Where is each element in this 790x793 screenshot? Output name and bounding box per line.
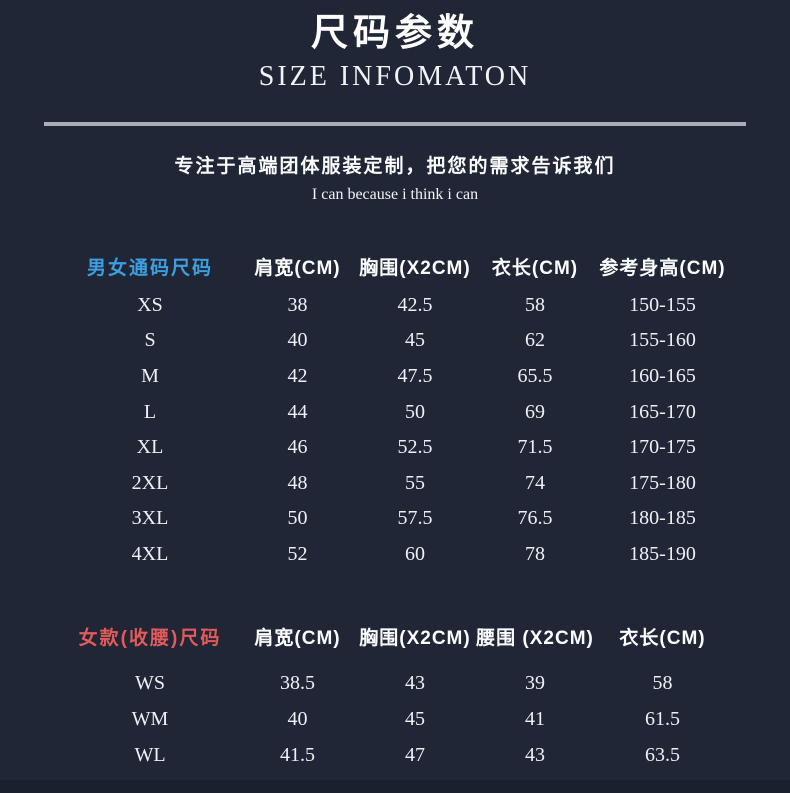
chest-value: 45	[405, 707, 425, 730]
column-header-chest: 胸围(X2CM)	[359, 627, 471, 649]
shoulder-value: 48	[287, 471, 308, 494]
size-row-wl: WL 41.5 47 43 63.5	[60, 737, 730, 773]
chest-value: 47	[405, 743, 425, 766]
length-value: 76.5	[517, 507, 553, 530]
size-row-wm: WM 40 45 41 61.5	[60, 701, 730, 737]
chest-value: 42.5	[397, 293, 433, 316]
size-row-ws: WS 38.5 43 39 58	[60, 665, 730, 701]
size-row-3xl: 3XL 50 57.5 76.5 180-185	[60, 501, 730, 537]
shoulder-value: 40	[287, 329, 308, 352]
column-header-shoulder: 肩宽(CM)	[254, 627, 341, 649]
height-value: 170-175	[629, 436, 696, 459]
shoulder-value: 41.5	[280, 743, 315, 766]
shoulder-value: 50	[287, 507, 308, 530]
length-value: 58	[652, 671, 673, 694]
chest-value: 45	[405, 329, 425, 352]
size-label: WL	[134, 743, 166, 766]
shoulder-value: 42	[287, 365, 308, 388]
waist-value: 43	[525, 743, 545, 766]
size-row-xl: XL 46 52.5 71.5 170-175	[60, 430, 730, 466]
size-row-2xl: 2XL 48 55 74 175-180	[60, 466, 730, 502]
column-header-length: 衣长(CM)	[619, 627, 706, 649]
bottom-bar	[0, 780, 790, 793]
tagline-english: I can because i think i can	[311, 185, 479, 203]
size-label: XL	[136, 436, 164, 459]
size-row-m: M 42 47.5 65.5 160-165	[60, 359, 730, 395]
unisex-table-header-row: 男女通码尺码 肩宽(CM) 胸围(X2CM) 衣长(CM) 参考身高(CM)	[60, 249, 730, 285]
women-table-header-row: 女款(收腰)尺码 肩宽(CM) 胸围(X2CM) 腰围 (X2CM) 衣长(CM…	[60, 618, 730, 654]
chest-value: 60	[405, 543, 425, 566]
length-value: 63.5	[645, 743, 680, 766]
waist-value: 39	[525, 671, 545, 694]
length-value: 58	[525, 293, 545, 316]
chest-value: 43	[405, 671, 425, 694]
height-value: 160-165	[629, 365, 696, 388]
size-label: M	[141, 365, 159, 388]
main-title: 尺码参数	[311, 10, 479, 54]
length-value: 78	[525, 543, 545, 566]
women-table-title: 女款(收腰)尺码	[78, 627, 222, 649]
chest-value: 47.5	[397, 365, 433, 388]
length-value: 61.5	[645, 707, 680, 730]
length-value: 71.5	[517, 436, 553, 459]
size-row-s: S 40 45 62 155-160	[60, 323, 730, 359]
shoulder-value: 38	[287, 293, 308, 316]
size-row-l: L 44 50 69 165-170	[60, 394, 730, 430]
shoulder-value: 38.5	[280, 671, 315, 694]
unisex-size-table: 男女通码尺码 肩宽(CM) 胸围(X2CM) 衣长(CM) 参考身高(CM) X…	[60, 249, 730, 573]
size-row-xs: XS 38 42.5 58 150-155	[60, 288, 730, 324]
tagline-chinese: 专注于高端团体服装定制，把您的需求告诉我们	[174, 155, 616, 177]
size-label: 3XL	[131, 507, 169, 530]
column-header-chest: 胸围(X2CM)	[359, 258, 471, 280]
length-value: 65.5	[517, 365, 553, 388]
size-label: WS	[135, 671, 165, 694]
height-value: 155-160	[629, 329, 696, 352]
size-label: 4XL	[131, 543, 169, 566]
women-size-table: 女款(收腰)尺码 肩宽(CM) 胸围(X2CM) 腰围 (X2CM) 衣长(CM…	[60, 618, 730, 773]
size-label: L	[143, 400, 157, 423]
size-label: 2XL	[131, 471, 169, 494]
column-header-length: 衣长(CM)	[491, 258, 579, 280]
size-label: WM	[131, 707, 169, 730]
chest-value: 55	[405, 471, 425, 494]
column-header-height: 参考身高(CM)	[599, 258, 726, 280]
size-label: S	[144, 329, 156, 352]
shoulder-value: 40	[287, 707, 308, 730]
length-value: 74	[525, 471, 545, 494]
size-label: XS	[137, 293, 163, 316]
shoulder-value: 44	[287, 400, 308, 423]
height-value: 180-185	[629, 507, 696, 530]
shoulder-value: 52	[287, 543, 308, 566]
divider-line	[44, 121, 746, 126]
shoulder-value: 46	[287, 436, 308, 459]
subtitle: SIZE INFOMATON	[258, 61, 532, 93]
height-value: 165-170	[629, 400, 696, 423]
chest-value: 57.5	[397, 507, 433, 530]
height-value: 185-190	[629, 543, 696, 566]
chest-value: 52.5	[397, 436, 433, 459]
size-row-4xl: 4XL 52 60 78 185-190	[60, 537, 730, 573]
chest-value: 50	[405, 400, 425, 423]
waist-value: 41	[525, 707, 545, 730]
height-value: 150-155	[629, 293, 696, 316]
column-header-shoulder: 肩宽(CM)	[254, 258, 341, 280]
unisex-table-title: 男女通码尺码	[86, 258, 213, 280]
length-value: 69	[525, 400, 545, 423]
length-value: 62	[525, 329, 545, 352]
column-header-waist: 腰围 (X2CM)	[476, 627, 594, 649]
height-value: 175-180	[629, 471, 696, 494]
